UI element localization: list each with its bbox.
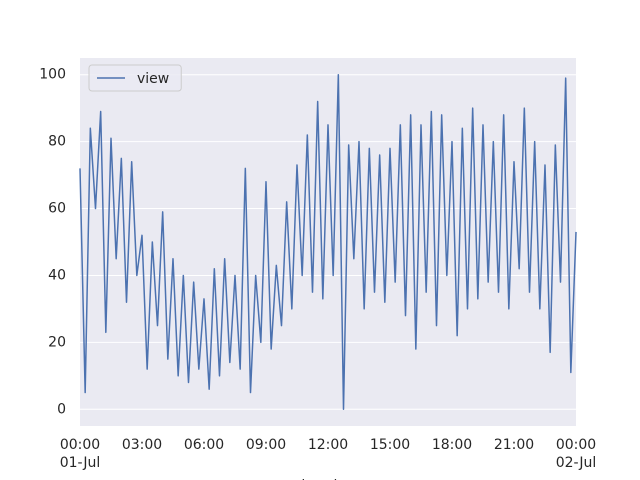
x-tick-label: 12:00 — [307, 437, 349, 453]
x-tick-label: 00:00 01-Jul — [59, 437, 101, 471]
x-tick-label: 15:00 — [369, 437, 411, 453]
x-tick-label: 21:00 — [493, 437, 535, 453]
y-tick-label: 80 — [48, 134, 66, 150]
x-tick-label: 09:00 — [245, 437, 287, 453]
y-tick-label: 60 — [48, 201, 66, 217]
data-line — [79, 73, 577, 411]
x-tick-label: 03:00 — [121, 437, 163, 453]
x-axis-label: datetime — [296, 478, 359, 480]
plot-area — [80, 58, 576, 426]
y-tick-label: 0 — [57, 401, 66, 417]
x-tick-label: 18:00 — [431, 437, 473, 453]
y-tick-label: 100 — [39, 67, 66, 83]
x-tick-label: 06:00 — [183, 437, 225, 453]
legend-label: view — [137, 71, 169, 87]
legend — [88, 64, 182, 92]
y-tick-label: 40 — [48, 267, 66, 283]
x-tick-label: 00:00 02-Jul — [555, 437, 597, 471]
y-tick-label: 20 — [48, 334, 66, 350]
